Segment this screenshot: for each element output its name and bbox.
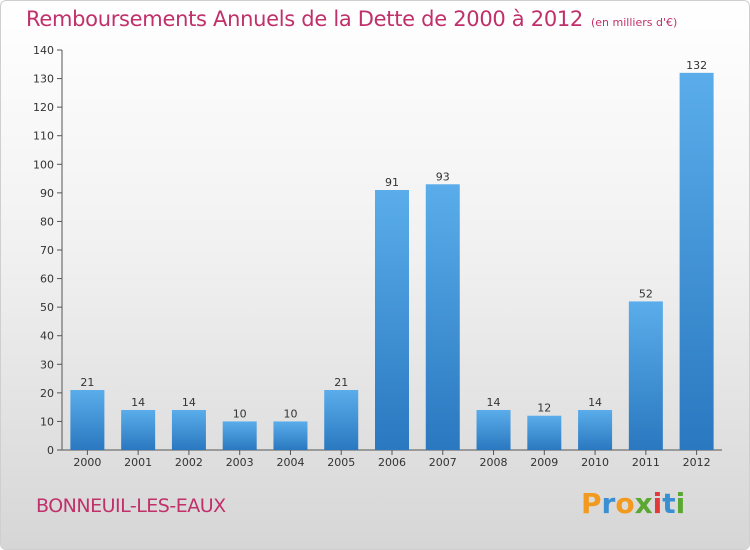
y-tick-label: 80	[40, 215, 54, 228]
bar	[679, 72, 714, 450]
y-tick-label: 130	[33, 73, 54, 86]
bar	[476, 410, 511, 450]
bar	[324, 390, 359, 450]
y-tick-label: 30	[40, 358, 54, 371]
x-tick-label: 2006	[378, 456, 406, 469]
x-tick-label: 2008	[480, 456, 508, 469]
data-label: 52	[639, 287, 653, 300]
x-tick-label: 2009	[530, 456, 558, 469]
y-tick-label: 110	[33, 130, 54, 143]
y-tick-label: 70	[40, 244, 54, 257]
x-tick-label: 2002	[175, 456, 203, 469]
data-label: 12	[537, 402, 551, 415]
bar	[527, 415, 562, 450]
bar	[628, 301, 663, 450]
bar	[375, 190, 409, 450]
x-tick-label: 2001	[124, 456, 152, 469]
x-tick-label: 2004	[276, 456, 304, 469]
bar	[222, 421, 257, 450]
y-tick-label: 60	[40, 273, 54, 286]
x-tick-label: 2012	[683, 456, 711, 469]
x-tick-label: 2005	[327, 456, 355, 469]
chart-title: Remboursements Annuels de la Dette de 20…	[26, 7, 677, 31]
x-tick-label: 2011	[632, 456, 660, 469]
y-tick-label: 140	[33, 44, 54, 57]
y-tick-label: 100	[33, 158, 54, 171]
commune-name: BONNEUIL-LES-EAUX	[36, 495, 226, 517]
bar	[70, 390, 105, 450]
bar	[578, 410, 613, 450]
y-tick-label: 20	[40, 387, 54, 400]
logo-letter: i	[675, 487, 686, 520]
data-label: 14	[487, 396, 501, 409]
data-label: 21	[80, 376, 94, 389]
data-label: 21	[334, 376, 348, 389]
proxiti-logo: Proxiti	[581, 487, 685, 520]
title-text: Remboursements Annuels de la Dette de 20…	[26, 7, 583, 31]
y-tick-label: 40	[40, 330, 54, 343]
x-tick-label: 2003	[226, 456, 254, 469]
logo-letter: t	[662, 487, 676, 520]
y-tick-label: 120	[33, 101, 54, 114]
data-label: 91	[385, 176, 399, 189]
x-tick-label: 2000	[73, 456, 101, 469]
data-label: 14	[588, 396, 602, 409]
x-tick-label: 2010	[581, 456, 609, 469]
y-tick-label: 50	[40, 301, 54, 314]
logo-letter: i	[652, 487, 663, 520]
data-label: 132	[686, 59, 707, 72]
data-label: 93	[436, 170, 450, 183]
bar	[171, 410, 206, 450]
chart-subtitle: (en milliers d'€)	[591, 16, 678, 29]
bar	[121, 410, 156, 450]
data-label: 14	[131, 396, 145, 409]
data-label: 10	[283, 407, 297, 420]
y-tick-label: 90	[40, 187, 54, 200]
y-tick-label: 0	[47, 444, 54, 457]
bar	[273, 421, 308, 450]
data-label: 10	[233, 407, 247, 420]
bar	[425, 184, 460, 451]
data-label: 14	[182, 396, 196, 409]
logo-letter: x	[634, 487, 653, 520]
logo-letter: o	[615, 487, 635, 520]
y-tick-label: 10	[40, 415, 54, 428]
logo-letter: P	[581, 487, 602, 520]
x-tick-label: 2007	[429, 456, 457, 469]
logo-letter: r	[601, 487, 616, 520]
